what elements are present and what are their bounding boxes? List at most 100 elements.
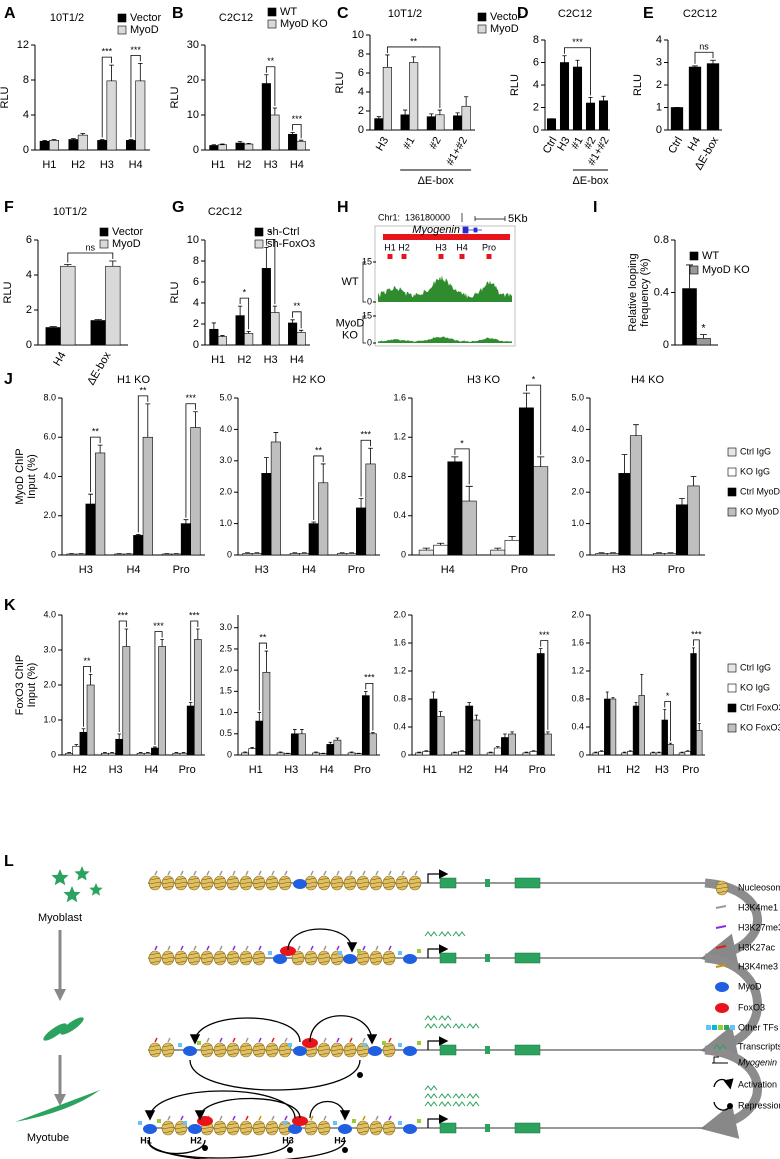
x-tick-label: Pro — [348, 564, 365, 576]
bar — [255, 720, 264, 756]
histone-mark — [388, 1115, 392, 1121]
repression-end — [357, 1072, 363, 1078]
nucleosome-wrap — [330, 1044, 344, 1056]
other-tf — [352, 1119, 356, 1123]
y-tick-label: 1.2 — [393, 665, 406, 675]
error-bar — [680, 751, 684, 753]
error-bar — [135, 533, 141, 536]
coverage — [378, 275, 512, 302]
bar — [621, 752, 628, 756]
myod — [183, 1046, 197, 1056]
chart-title: H1 KO — [117, 374, 150, 386]
bar — [664, 553, 677, 556]
significance: * — [460, 438, 464, 448]
significance: *** — [292, 114, 303, 124]
activation-arc — [309, 1101, 351, 1121]
bar — [217, 144, 227, 151]
x-tick-label: H4 — [129, 159, 143, 171]
chart-title: H4 KO — [631, 374, 664, 386]
bar — [451, 752, 459, 756]
histone-mark — [258, 1037, 262, 1043]
histone-mark — [180, 1115, 184, 1121]
error-bar — [314, 751, 318, 753]
bar — [326, 744, 335, 756]
exon — [514, 1044, 541, 1056]
histone-mark — [323, 870, 327, 876]
significance-bracket — [360, 439, 371, 497]
histone-mark — [323, 1037, 327, 1043]
significance-bracket — [265, 66, 276, 106]
error-bar — [273, 432, 279, 442]
x-tick-label: H4 — [494, 764, 508, 776]
other-tf — [357, 949, 361, 953]
exon — [439, 877, 457, 889]
bar — [529, 751, 538, 756]
x-tick-label: H3 — [79, 564, 93, 576]
nucleosome-wrap — [200, 952, 214, 964]
y-tick-label: 6 — [358, 67, 364, 79]
significance: ** — [410, 36, 418, 46]
histone-mark — [219, 870, 223, 876]
y-tick-label: 0 — [533, 124, 539, 136]
bar — [447, 461, 463, 556]
bar — [661, 719, 668, 756]
y-axis-label: RLU — [169, 86, 181, 108]
histone-mark — [232, 1037, 236, 1043]
legend-swatch — [727, 663, 737, 673]
x-tick-label: Pro — [668, 564, 685, 576]
region-label: H4 — [456, 242, 468, 252]
error-bar — [299, 329, 304, 333]
bar — [638, 695, 645, 756]
x-tick-label: H3 — [264, 159, 278, 171]
error-bar — [474, 714, 479, 720]
bar — [606, 553, 620, 556]
locus-bar — [383, 234, 510, 240]
error-bar — [437, 542, 445, 546]
track-max: 15 — [362, 310, 372, 320]
histone-mark — [258, 870, 262, 876]
bar — [90, 320, 106, 346]
error-bar — [237, 141, 243, 143]
y-tick-label: 0 — [401, 749, 406, 759]
exon — [514, 952, 541, 964]
legend-swatch — [727, 507, 737, 517]
y-tick-label: 2 — [26, 304, 32, 316]
chart-title: H3 KO — [467, 374, 500, 386]
other-tf — [398, 951, 402, 955]
foxo3 — [292, 1116, 308, 1126]
region-label: Pro — [482, 242, 496, 252]
error-bar — [320, 463, 326, 483]
exon — [439, 1044, 457, 1056]
y-tick-label: 2 — [193, 318, 199, 330]
bar — [409, 62, 419, 131]
y-tick-label: 6 — [533, 56, 539, 68]
error-bar — [278, 751, 283, 753]
legend-label: KO FoxO3 — [740, 722, 780, 732]
bar — [142, 436, 153, 556]
transcripts — [424, 931, 466, 937]
nucleosome-wrap — [239, 1122, 253, 1134]
error-bar — [193, 411, 198, 428]
bar — [241, 752, 249, 756]
bar — [418, 549, 434, 556]
panel-letter: K — [4, 597, 16, 614]
y-axis-label: RLU — [169, 281, 181, 303]
nucleosome-wrap — [356, 952, 370, 964]
bar — [546, 118, 557, 131]
y-tick-label: 8.0 — [43, 392, 56, 402]
bar — [288, 322, 298, 346]
y-tick-label: 0 — [51, 549, 56, 559]
panel-letter: B — [172, 5, 184, 22]
significance: *** — [361, 430, 372, 440]
significance-bracket — [313, 455, 324, 521]
bar — [629, 435, 643, 556]
region-box — [401, 254, 407, 259]
bar — [422, 751, 431, 756]
histone-mark — [336, 870, 340, 876]
legend-label: Transcripts — [738, 1041, 780, 1051]
other-tf — [288, 1043, 292, 1047]
nucleosome-wrap — [187, 952, 201, 964]
x-tick-label: H2 — [237, 159, 251, 171]
significance-bracket — [292, 124, 302, 139]
error-bar — [71, 138, 76, 140]
